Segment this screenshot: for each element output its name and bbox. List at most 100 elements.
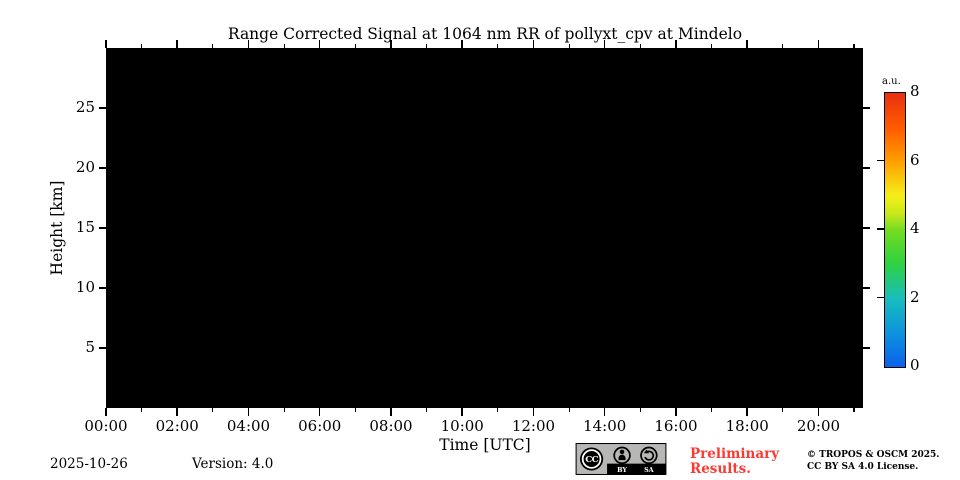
x-tick-mark — [817, 40, 820, 48]
cc-icon: CC — [580, 447, 604, 471]
copyright-line1: © TROPOS & OSCM 2025. — [807, 450, 940, 460]
x-minor-tick-mark — [426, 408, 428, 412]
x-tick-mark — [247, 408, 250, 416]
by-label: BY — [617, 466, 627, 474]
colorbar-tick-mark — [877, 159, 884, 162]
x-tick-mark — [390, 408, 392, 416]
x-tick-mark — [105, 40, 107, 48]
colorbar-tick-label: 0 — [910, 356, 920, 374]
x-tick-label: 14:00 — [583, 417, 627, 435]
x-minor-tick-mark — [283, 408, 285, 412]
sa-label: SA — [644, 466, 655, 474]
preliminary-note: Preliminary Results. — [690, 447, 779, 476]
x-minor-tick-mark — [711, 408, 713, 412]
y-tick-mark — [863, 167, 870, 169]
x-tick-mark — [603, 408, 606, 416]
colorbar — [884, 92, 906, 368]
y-tick-label: 20 — [75, 158, 95, 176]
colorbar-tick-label: 4 — [910, 219, 920, 237]
x-tick-mark — [390, 40, 392, 48]
colorbar-tick-mark — [877, 228, 884, 230]
x-tick-mark — [318, 40, 321, 48]
x-minor-tick-mark — [639, 408, 641, 412]
x-minor-tick-mark — [711, 44, 713, 48]
x-tick-mark — [532, 40, 535, 48]
person-icon — [613, 446, 631, 465]
x-tick-mark — [532, 408, 535, 416]
x-tick-label: 16:00 — [654, 417, 698, 435]
date-label: 2025-10-26 — [50, 456, 128, 472]
y-tick-mark — [863, 107, 870, 109]
preliminary-line2: Results. — [690, 460, 751, 477]
x-tick-mark — [105, 408, 107, 416]
colorbar-gradient — [885, 93, 905, 367]
x-tick-mark — [675, 408, 677, 416]
x-minor-tick-mark — [354, 44, 356, 48]
y-tick-mark — [99, 107, 106, 109]
x-tick-label: 12:00 — [511, 417, 556, 435]
y-tick-mark — [863, 287, 870, 289]
y-tick-label: 5 — [85, 338, 95, 356]
y-tick-mark — [863, 227, 870, 229]
colorbar-tick-mark — [877, 296, 884, 299]
x-tick-mark — [817, 408, 820, 416]
y-tick-label: 25 — [75, 98, 95, 116]
x-tick-mark — [318, 408, 321, 416]
x-tick-label: 00:00 — [84, 417, 128, 435]
x-minor-tick-mark — [426, 44, 428, 48]
y-tick-mark — [99, 167, 106, 169]
x-tick-mark — [746, 408, 748, 416]
version-label: Version: 4.0 — [192, 456, 274, 472]
preliminary-line1: Preliminary — [690, 446, 780, 462]
share-alike-icon — [640, 446, 658, 465]
svg-text:CC: CC — [585, 455, 598, 465]
x-minor-tick-mark — [141, 408, 143, 412]
x-tick-label: 06:00 — [298, 417, 342, 435]
x-tick-label: 20:00 — [796, 417, 841, 435]
x-minor-tick-mark — [497, 408, 499, 412]
x-tick-mark — [461, 40, 463, 48]
x-minor-tick-mark — [782, 408, 784, 412]
colorbar-unit-label: a.u. — [882, 76, 901, 87]
badge-bottom-strip — [607, 463, 666, 475]
x-tick-mark — [675, 40, 677, 48]
chart-title: Range Corrected Signal at 1064 nm RR of … — [227, 25, 743, 43]
x-axis-label: Time [UTC] — [439, 436, 531, 454]
x-minor-tick-mark — [782, 44, 784, 48]
x-minor-tick-mark — [212, 408, 214, 412]
x-minor-tick-mark — [354, 408, 356, 412]
x-minor-tick-mark — [283, 44, 285, 48]
y-tick-mark — [99, 287, 106, 289]
y-tick-mark — [99, 227, 106, 229]
x-minor-tick-mark — [212, 44, 214, 48]
x-tick-mark — [746, 40, 748, 48]
x-tick-mark — [461, 408, 463, 416]
copyright-note: © TROPOS & OSCM 2025. CC BY SA 4.0 Licen… — [807, 450, 939, 473]
x-tick-mark — [176, 408, 178, 416]
cc-license-badge: CC BY SA — [575, 443, 667, 475]
x-minor-tick-mark — [853, 44, 855, 48]
colorbar-tick-label: 2 — [910, 287, 920, 306]
y-tick-mark — [99, 347, 106, 349]
x-tick-mark — [603, 40, 606, 48]
x-minor-tick-mark — [568, 44, 570, 48]
x-tick-label: 04:00 — [226, 417, 271, 435]
colorbar-tick-label: 8 — [910, 82, 920, 100]
colorbar-tick-label: 6 — [910, 150, 920, 169]
y-tick-mark — [863, 347, 870, 349]
y-tick-label: 10 — [75, 278, 95, 296]
x-tick-label: 10:00 — [440, 417, 484, 435]
x-minor-tick-mark — [853, 408, 855, 412]
x-tick-mark — [176, 40, 178, 48]
x-tick-label: 18:00 — [725, 417, 769, 435]
y-tick-label: 15 — [75, 218, 95, 236]
x-minor-tick-mark — [568, 408, 570, 412]
x-minor-tick-mark — [141, 44, 143, 48]
x-tick-label: 08:00 — [369, 417, 413, 435]
x-minor-tick-mark — [639, 44, 641, 48]
plot-area — [106, 48, 863, 408]
x-tick-label: 02:00 — [155, 417, 199, 435]
x-tick-mark — [247, 40, 250, 48]
x-minor-tick-mark — [497, 44, 499, 48]
